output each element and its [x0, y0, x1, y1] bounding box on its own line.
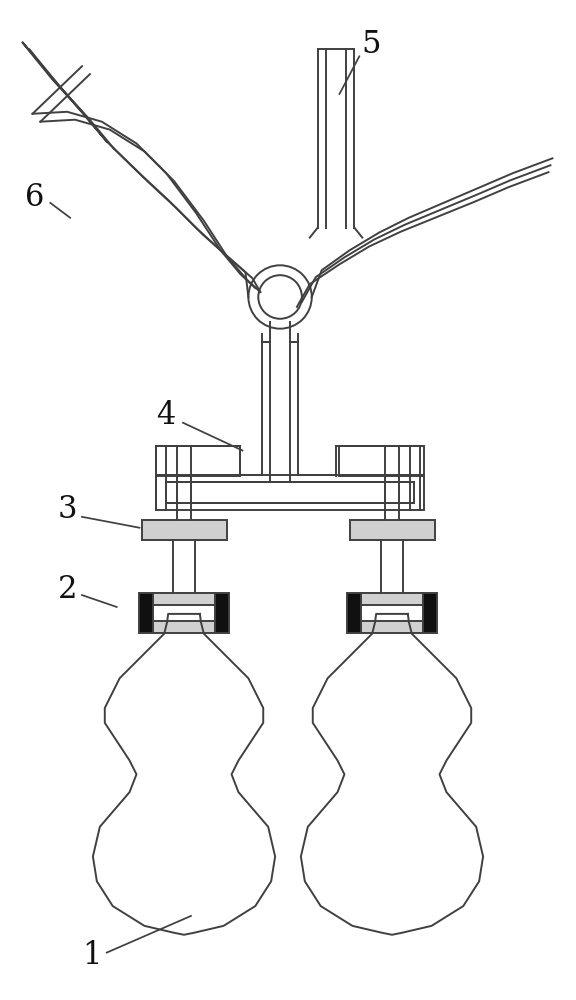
Bar [139, 593, 153, 633]
Bar [350, 520, 434, 540]
Bar [361, 621, 423, 633]
Bar [361, 593, 423, 605]
Text: 5: 5 [361, 29, 381, 60]
Bar [166, 482, 414, 503]
Text: 3: 3 [58, 494, 77, 525]
Bar [215, 593, 229, 633]
Bar [347, 593, 361, 633]
Bar [156, 446, 240, 476]
Bar [153, 593, 215, 605]
Text: 6: 6 [25, 182, 44, 213]
Text: 1: 1 [82, 940, 101, 971]
Bar [156, 475, 424, 510]
Bar [339, 446, 424, 476]
Bar [142, 520, 226, 540]
Bar [423, 593, 437, 633]
Text: 4: 4 [157, 400, 176, 431]
Bar [153, 621, 215, 633]
Text: 2: 2 [58, 574, 77, 605]
